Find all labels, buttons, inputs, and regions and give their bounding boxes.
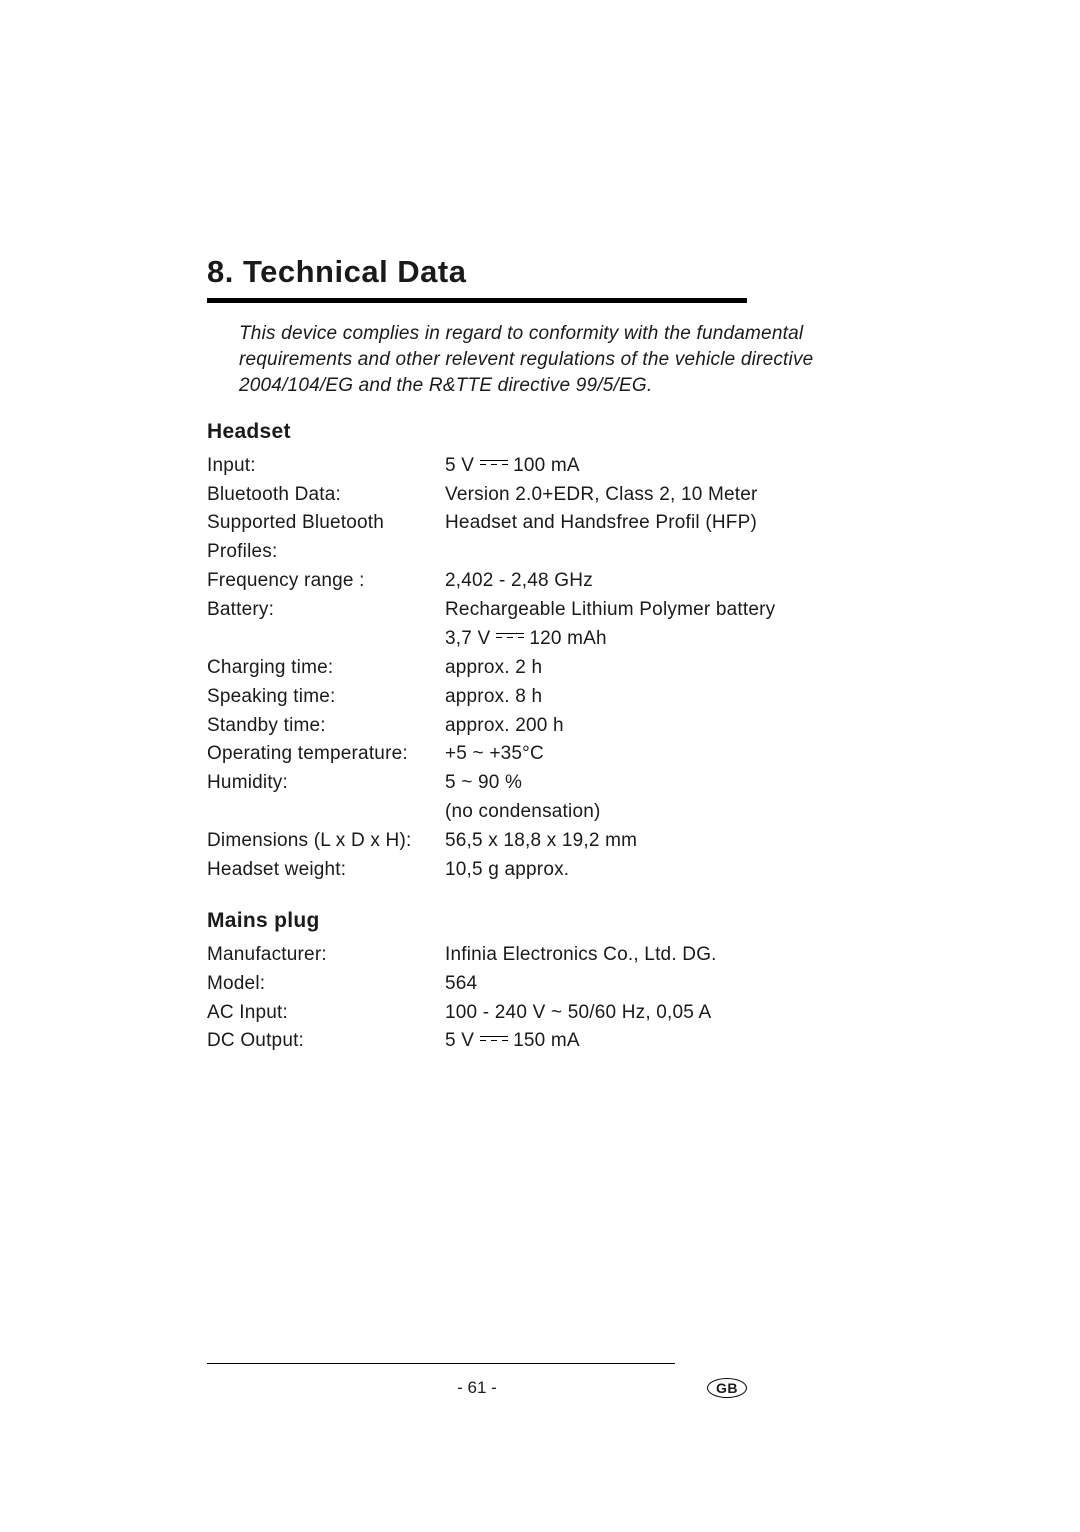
headset-row: Frequency range :2,402 - 2,48 GHz	[207, 567, 890, 596]
compliance-text: This device complies in regard to confor…	[239, 321, 890, 400]
spec-value: 100 - 240 V ~ 50/60 Hz, 0,05 A	[445, 999, 890, 1028]
headset-heading: Headset	[207, 420, 890, 444]
spec-label: Model:	[207, 970, 445, 999]
footer-rule	[207, 1363, 675, 1364]
spec-value: 2,402 - 2,48 GHz	[445, 567, 890, 596]
headset-row: (no condensation)	[207, 798, 890, 827]
headset-row: Operating temperature:+5 ~ +35°C	[207, 740, 890, 769]
mains-row: AC Input:100 - 240 V ~ 50/60 Hz, 0,05 A	[207, 999, 890, 1028]
spec-value: approx. 200 h	[445, 712, 890, 741]
spec-value: approx. 2 h	[445, 654, 890, 683]
spec-label: Dimensions (L x D x H):	[207, 827, 445, 856]
spec-value: 3,7 V 120 mAh	[445, 625, 890, 654]
mains-row: DC Output:5 V 150 mA	[207, 1027, 890, 1056]
headset-row: Humidity:5 ~ 90 %	[207, 769, 890, 798]
spec-value: 564	[445, 970, 890, 999]
spec-value: Infinia Electronics Co., Ltd. DG.	[445, 941, 890, 970]
section-title-text: Technical Data	[243, 254, 467, 289]
spec-label: Humidity:	[207, 769, 445, 798]
spec-label: Charging time:	[207, 654, 445, 683]
spec-value: Rechargeable Lithium Polymer battery	[445, 596, 890, 625]
page-footer: - 61 - GB	[207, 1363, 747, 1398]
spec-label: Frequency range :	[207, 567, 445, 596]
headset-row: 3,7 V 120 mAh	[207, 625, 890, 654]
mains-row: Model:564	[207, 970, 890, 999]
spec-value: Headset and Handsfree Profil (HFP)	[445, 509, 890, 567]
spec-label	[207, 625, 445, 654]
headset-block: Headset Input:5 V 100 mABluetooth Data:V…	[207, 420, 890, 885]
spec-label: Battery:	[207, 596, 445, 625]
spec-label: Input:	[207, 452, 445, 481]
dc-icon	[496, 633, 524, 638]
spec-label: DC Output:	[207, 1027, 445, 1056]
headset-row: Headset weight:10,5 g approx.	[207, 856, 890, 885]
headset-row: Supported Bluetooth Profiles:Headset and…	[207, 509, 890, 567]
spec-value: 5 V 150 mA	[445, 1027, 890, 1056]
mains-row: Manufacturer:Infinia Electronics Co., Lt…	[207, 941, 890, 970]
spec-label: Operating temperature:	[207, 740, 445, 769]
spec-value: 56,5 x 18,8 x 19,2 mm	[445, 827, 890, 856]
spec-label: Speaking time:	[207, 683, 445, 712]
spec-value: approx. 8 h	[445, 683, 890, 712]
spec-value: 5 ~ 90 %	[445, 769, 890, 798]
section-title: 8. Technical Data	[207, 254, 890, 290]
headset-row: Battery:Rechargeable Lithium Polymer bat…	[207, 596, 890, 625]
section-number: 8.	[207, 254, 234, 289]
mains-heading: Mains plug	[207, 909, 890, 933]
language-badge: GB	[707, 1378, 747, 1398]
spec-label: Standby time:	[207, 712, 445, 741]
section-rule	[207, 298, 747, 303]
spec-label: Bluetooth Data:	[207, 481, 445, 510]
headset-row: Standby time:approx. 200 h	[207, 712, 890, 741]
dc-icon	[480, 1036, 508, 1041]
spec-label: Supported Bluetooth Profiles:	[207, 509, 445, 567]
page-number: - 61 -	[457, 1378, 497, 1398]
headset-row: Speaking time:approx. 8 h	[207, 683, 890, 712]
spec-value: 5 V 100 mA	[445, 452, 890, 481]
spec-value: +5 ~ +35°C	[445, 740, 890, 769]
spec-label: Manufacturer:	[207, 941, 445, 970]
headset-row: Input:5 V 100 mA	[207, 452, 890, 481]
spec-value: 10,5 g approx.	[445, 856, 890, 885]
headset-row: Charging time:approx. 2 h	[207, 654, 890, 683]
spec-value: Version 2.0+EDR, Class 2, 10 Meter	[445, 481, 890, 510]
headset-row: Bluetooth Data:Version 2.0+EDR, Class 2,…	[207, 481, 890, 510]
spec-label: AC Input:	[207, 999, 445, 1028]
mains-block: Mains plug Manufacturer:Infinia Electron…	[207, 909, 890, 1057]
spec-label: Headset weight:	[207, 856, 445, 885]
spec-value: (no condensation)	[445, 798, 890, 827]
spec-label	[207, 798, 445, 827]
headset-row: Dimensions (L x D x H):56,5 x 18,8 x 19,…	[207, 827, 890, 856]
dc-icon	[480, 460, 508, 465]
